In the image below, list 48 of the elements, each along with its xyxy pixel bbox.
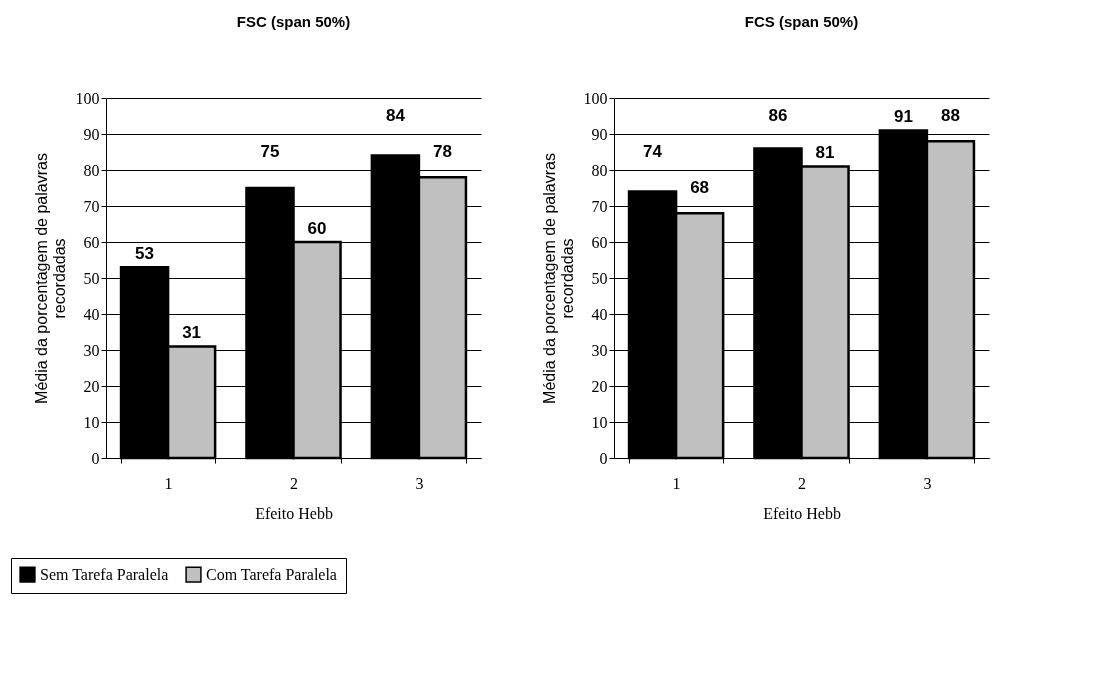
data-label: 88	[940, 106, 960, 125]
chart-title: FSC (span 50%)	[236, 13, 351, 30]
legend-label: Com Tarefa Paralela	[206, 565, 337, 583]
data-label: 53	[135, 244, 155, 264]
y-tick-label: 40	[83, 305, 100, 323]
legend-label: Sem Tarefa Paralela	[40, 565, 169, 583]
data-label: 84	[385, 106, 406, 125]
x-axis-title: Efeito Hebb	[255, 504, 333, 522]
y-tick-label: 10	[83, 413, 100, 431]
x-tick-label: 2	[290, 474, 298, 492]
x-tick-label: 1	[672, 474, 681, 492]
y-tick-label: 30	[83, 341, 100, 359]
y-tick-label: 80	[83, 161, 100, 179]
data-label: 74	[643, 142, 663, 161]
y-tick-label: 100	[75, 89, 100, 107]
data-label: 86	[768, 106, 788, 125]
x-tick-label: 2	[798, 474, 806, 492]
y-tick-label: 50	[591, 269, 608, 287]
x-tick-label: 3	[415, 474, 424, 492]
data-label: 75	[260, 142, 280, 161]
y-tick-label: 100	[583, 89, 608, 107]
data-label: 68	[690, 178, 710, 197]
chart-title: FCS (span 50%)	[744, 13, 859, 30]
data-label: 60	[307, 219, 327, 238]
y-tick-label: 70	[591, 197, 608, 215]
data-label: 78	[432, 142, 452, 161]
y-tick-label: 70	[83, 197, 100, 215]
x-axis-title: Efeito Hebb	[763, 504, 841, 522]
data-label: 31	[182, 323, 202, 343]
y-tick-label: 0	[91, 449, 100, 467]
y-tick-label: 60	[83, 233, 100, 251]
y-tick-label: 0	[599, 449, 608, 467]
y-tick-label: 30	[591, 341, 608, 359]
data-label: 91	[893, 107, 913, 127]
y-tick-label: 40	[591, 305, 608, 323]
y-tick-label: 10	[591, 413, 608, 431]
x-tick-label: 3	[923, 474, 932, 492]
x-tick-label: 1	[164, 474, 173, 492]
y-axis-title: Média da porcentagem de palavras recordadas	[540, 153, 576, 404]
y-tick-label: 50	[83, 269, 100, 287]
y-tick-label: 20	[591, 377, 608, 395]
y-tick-label: 20	[83, 377, 100, 395]
y-tick-label: 60	[591, 233, 608, 251]
y-tick-label: 80	[591, 161, 608, 179]
y-axis-title: Média da porcentagem de palavras recordadas	[32, 153, 68, 404]
y-tick-label: 90	[83, 125, 100, 143]
data-label: 81	[815, 143, 835, 163]
y-tick-label: 90	[591, 125, 608, 143]
